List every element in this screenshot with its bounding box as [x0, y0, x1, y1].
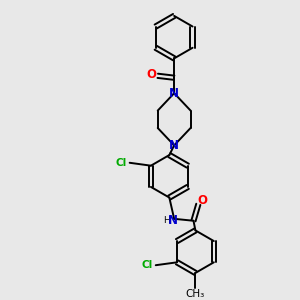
- Text: Cl: Cl: [141, 260, 153, 270]
- Text: N: N: [169, 139, 179, 152]
- Text: Cl: Cl: [115, 158, 127, 168]
- Text: O: O: [146, 68, 156, 81]
- Text: O: O: [197, 194, 207, 207]
- Text: CH₃: CH₃: [186, 289, 205, 299]
- Text: N: N: [169, 87, 179, 100]
- Text: N: N: [168, 214, 178, 227]
- Text: H: H: [163, 216, 170, 225]
